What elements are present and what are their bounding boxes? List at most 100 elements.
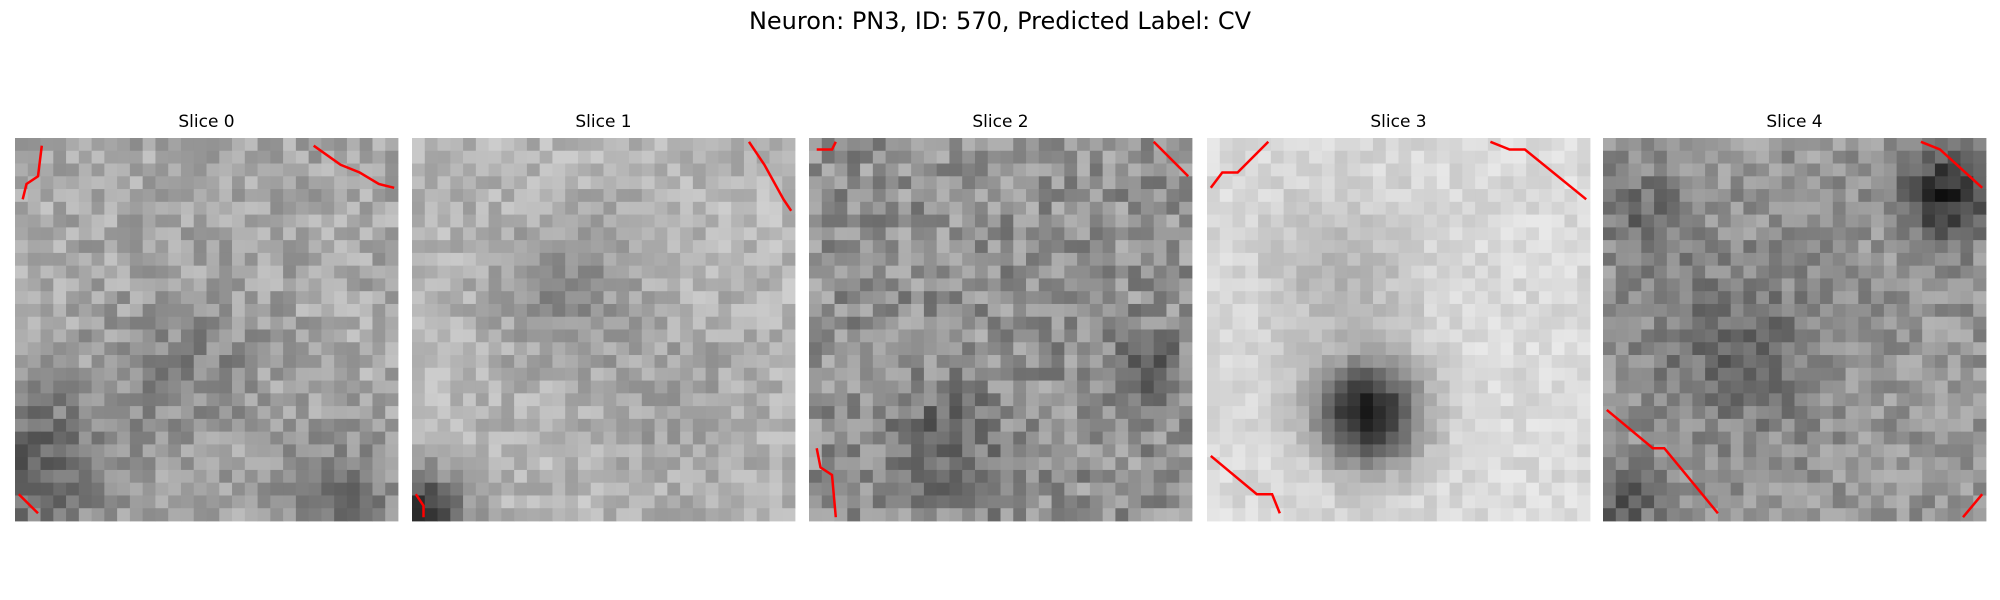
pixel <box>142 265 156 279</box>
pixel <box>1641 201 1655 215</box>
pixel <box>40 138 54 152</box>
pixel <box>1654 393 1668 407</box>
pixel <box>1296 469 1310 484</box>
pixel <box>1960 189 1974 203</box>
pixel <box>1462 189 1476 203</box>
pixel <box>475 444 489 458</box>
pixel <box>1820 457 1834 471</box>
pixel <box>1730 355 1744 369</box>
pixel <box>412 444 426 458</box>
pixel <box>809 469 823 484</box>
pixel <box>232 457 246 471</box>
pixel <box>1794 444 1808 458</box>
pixel <box>91 316 105 330</box>
pixel <box>705 316 719 330</box>
pixel <box>680 393 694 407</box>
pixel <box>1360 431 1374 445</box>
pixel <box>1207 393 1221 407</box>
pixel <box>206 163 220 177</box>
pixel <box>1577 278 1591 292</box>
pixel <box>1513 482 1527 496</box>
pixel <box>1960 469 1974 484</box>
contour <box>1209 140 1270 189</box>
pixel <box>40 444 54 458</box>
pixel <box>129 457 144 471</box>
pixel <box>1026 393 1040 407</box>
pixel <box>321 291 335 305</box>
pixel <box>756 495 770 509</box>
pixel <box>1487 380 1502 394</box>
pixel <box>1513 431 1527 445</box>
pixel <box>1064 431 1078 445</box>
pixel <box>117 380 131 394</box>
pixel <box>1115 329 1129 343</box>
pixel <box>475 316 489 330</box>
pixel <box>1934 176 1949 190</box>
pixel <box>1756 342 1770 356</box>
pixel <box>104 355 118 369</box>
pixel <box>718 329 732 343</box>
pixel <box>1166 469 1180 484</box>
pixel <box>1871 201 1885 215</box>
pixel <box>923 291 938 305</box>
pixel <box>1692 278 1706 292</box>
pixel <box>1232 380 1246 394</box>
pixel <box>1475 355 1489 369</box>
pixel <box>872 265 886 279</box>
pixel <box>346 138 361 152</box>
pixel <box>424 291 438 305</box>
pixel <box>1526 176 1540 190</box>
pixel <box>1270 214 1284 228</box>
pixel <box>1871 355 1885 369</box>
pixel <box>283 431 297 445</box>
pixel <box>1641 252 1655 267</box>
pixel <box>1347 291 1361 305</box>
pixel <box>1526 469 1540 484</box>
pixel <box>1526 278 1540 292</box>
pixel <box>667 138 681 152</box>
pixel <box>1500 252 1514 267</box>
pixel <box>782 457 796 471</box>
pixel <box>603 176 617 190</box>
pixel <box>1462 444 1476 458</box>
pixel <box>1832 431 1846 445</box>
pixel <box>1013 355 1027 369</box>
pixel <box>1871 291 1885 305</box>
pixel <box>321 495 335 509</box>
pixel <box>898 431 912 445</box>
pixel <box>244 406 258 420</box>
pixel <box>1207 163 1221 177</box>
pixel <box>885 418 899 433</box>
pixel <box>129 495 144 509</box>
pixel <box>193 163 207 177</box>
pixel <box>603 457 617 471</box>
pixel <box>321 163 335 177</box>
pixel <box>1756 265 1770 279</box>
pixel <box>1270 227 1284 241</box>
pixel <box>1207 150 1221 164</box>
pixel <box>821 227 835 241</box>
pixel <box>769 265 783 279</box>
pixel <box>1654 214 1668 228</box>
pixel <box>692 303 707 318</box>
pixel <box>1347 138 1361 152</box>
pixel <box>321 278 335 292</box>
pixel <box>1883 316 1898 330</box>
pixel <box>1296 355 1310 369</box>
pixel <box>1845 163 1859 177</box>
pixel <box>1296 431 1310 445</box>
pixel <box>552 380 566 394</box>
pixel <box>1909 176 1923 190</box>
pixel <box>667 406 681 420</box>
pixel <box>1411 201 1425 215</box>
pixel <box>514 418 528 433</box>
pixel <box>270 138 284 152</box>
pixel <box>1385 265 1399 279</box>
pixel <box>1153 495 1167 509</box>
pixel <box>1398 406 1412 420</box>
pixel <box>1947 138 1961 152</box>
pixel <box>295 138 310 152</box>
pixel <box>731 252 745 267</box>
pixel <box>1166 240 1180 254</box>
pixel <box>821 303 835 318</box>
